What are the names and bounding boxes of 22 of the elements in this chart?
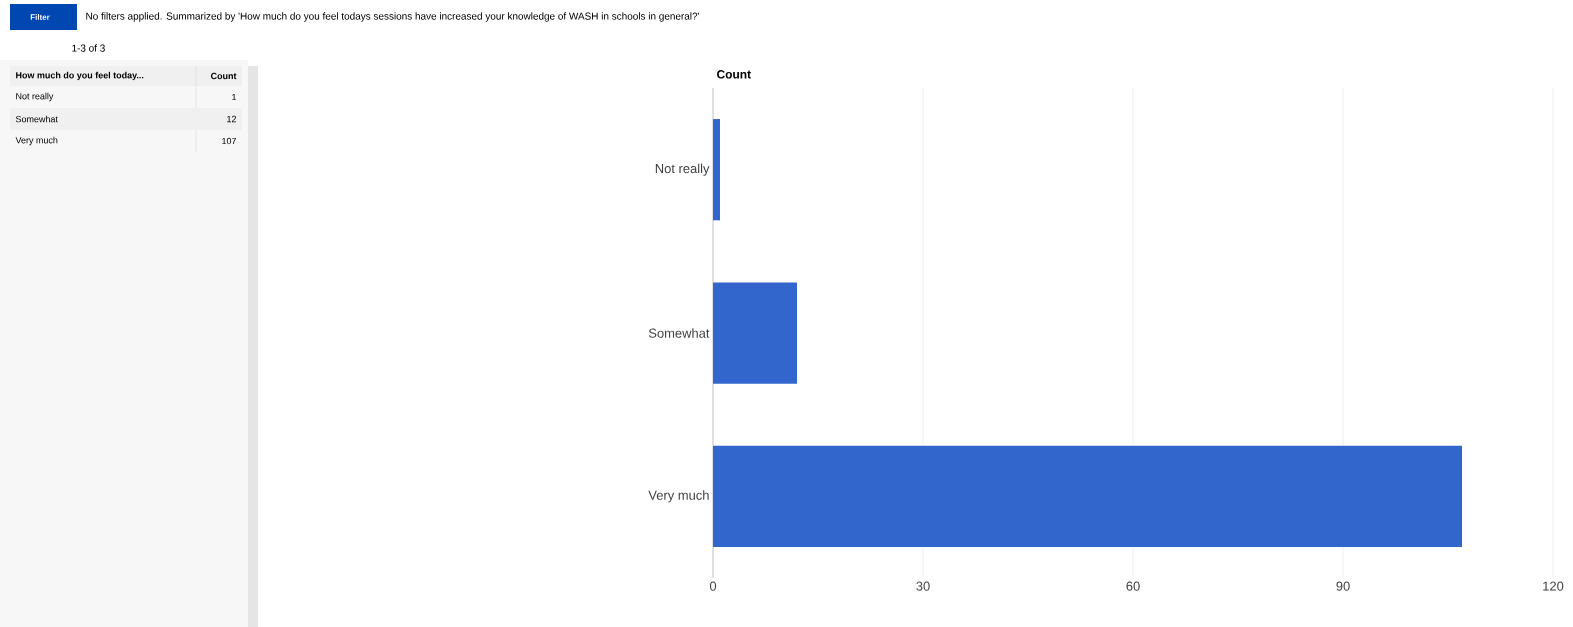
x-tick-label: 90 (1336, 581, 1350, 591)
x-tick-label: 60 (1126, 581, 1140, 591)
text: How much do you feel today... (16, 71, 144, 81)
chart-title: Count (717, 70, 751, 79)
x-tick-label: 120 (1543, 581, 1564, 591)
text: No filters applied. Summarized by 'How much do you feel todays sessions have increased your knowledge of WASH in schools in general?' (86, 12, 699, 22)
y-tick-label: Very much (648, 490, 709, 503)
text: Very much (15, 136, 58, 146)
text: 107 (222, 137, 237, 145)
text: Somewhat (15, 115, 58, 123)
y-tick-label: Not really (655, 163, 710, 176)
text: 1 (232, 93, 237, 101)
y-tick-label: Somewhat (648, 328, 710, 338)
text: 1-3 of 3 (72, 44, 105, 52)
text: Not really (16, 92, 54, 102)
x-tick-label: 30 (916, 581, 930, 591)
text: Count (210, 72, 237, 80)
bar (713, 445, 1463, 547)
text: 12 (227, 115, 237, 123)
x-tick-label: 0 (709, 581, 717, 591)
bar (713, 282, 798, 384)
bar (713, 119, 721, 221)
